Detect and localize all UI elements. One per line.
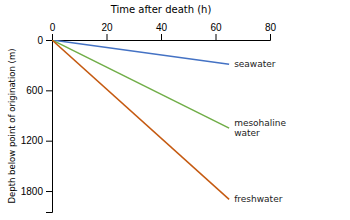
chart: 0 20 40 60 80 0 600 1200 1800 seawater mesohalinew… (0, 0, 350, 220)
x-tick-label: 60 (210, 22, 222, 33)
y-axis-title: Depth below point of origination (m) (7, 48, 17, 203)
x-axis-title: Time after death (h) (110, 4, 212, 15)
y-tick-label: 0 (37, 35, 43, 46)
x-tick-mark (52, 34, 53, 40)
y-axis-line (46, 41, 53, 213)
x-tick-mark (161, 34, 162, 40)
y-tick: 0 (37, 35, 52, 46)
y-tick: 1200 (21, 135, 52, 146)
y-tick-mark (46, 141, 52, 142)
x-axis: 0 20 40 60 80 (50, 22, 277, 41)
x-tick-label: 80 (265, 22, 277, 33)
y-tick-mark (46, 191, 52, 192)
x-tick: 80 (265, 22, 277, 40)
lines (52, 40, 229, 199)
plot: 0 20 40 60 80 0 600 1200 1800 seawater mesohalinew… (21, 22, 287, 213)
series-line (52, 40, 229, 199)
x-tick-label: 0 (50, 22, 56, 33)
y-tick: 1800 (21, 186, 52, 197)
x-axis-line (53, 34, 271, 41)
line-label: freshwater (234, 194, 283, 204)
line-label: mesohalinewater (234, 118, 286, 138)
x-tick-label: 20 (101, 22, 113, 33)
x-tick-label: 40 (156, 22, 168, 33)
x-tick: 60 (210, 22, 222, 40)
x-tick-mark (270, 34, 271, 40)
line-label: seawater (234, 59, 276, 69)
x-tick-mark (216, 34, 217, 40)
y-tick-label: 1200 (21, 135, 44, 146)
y-tick-label: 600 (26, 85, 43, 96)
line-labels: seawater mesohalinewater freshwater (234, 59, 286, 204)
series-line (52, 40, 229, 128)
x-tick: 20 (101, 22, 113, 40)
y-tick: 600 (26, 85, 52, 96)
y-tick-mark (46, 40, 52, 41)
x-tick-mark (107, 34, 108, 40)
y-tick-label: 1800 (21, 186, 44, 197)
y-axis: 0 600 1200 1800 (21, 35, 53, 213)
y-tick-mark (46, 90, 52, 91)
x-tick: 0 (50, 22, 56, 40)
x-tick: 40 (156, 22, 168, 40)
series-line (52, 40, 229, 64)
